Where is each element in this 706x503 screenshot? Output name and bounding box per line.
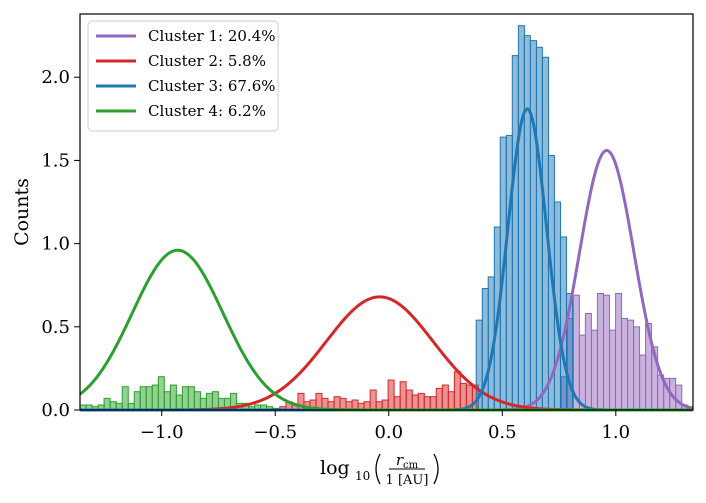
x-label-log-sub: 10 <box>355 469 370 483</box>
bar-cluster-3-8 <box>523 35 531 411</box>
bar-cluster-2-25 <box>429 396 437 411</box>
x-tick-label: 0.5 <box>488 422 517 443</box>
bar-cluster-2-30 <box>459 382 467 411</box>
bar-cluster-1-9 <box>615 293 623 411</box>
x-label-log: log <box>320 457 350 479</box>
bar-cluster-1-8 <box>608 329 616 411</box>
x-label-denominator: 1 [AU] <box>386 473 429 488</box>
legend-label-cluster-1: Cluster 1: 20.4% <box>148 27 276 45</box>
bar-cluster-2-18 <box>387 379 395 411</box>
y-tick-label: 0.5 <box>41 317 70 338</box>
bar-cluster-4-4 <box>103 397 111 411</box>
x-label-left-paren <box>375 453 381 485</box>
x-tick-label: 1.0 <box>601 422 630 443</box>
x-tick-label: −0.5 <box>253 422 297 443</box>
bar-cluster-2-9 <box>333 396 341 411</box>
bar-cluster-4-19 <box>193 391 201 411</box>
bar-cluster-2-22 <box>411 394 419 411</box>
legend-label-cluster-2: Cluster 2: 5.8% <box>148 52 266 70</box>
y-tick-label: 2.0 <box>41 67 70 88</box>
x-tick-label: −1.0 <box>140 422 184 443</box>
x-label-numerator: rcm <box>396 451 419 471</box>
bar-cluster-1-5 <box>591 329 599 411</box>
bar-cluster-3-5 <box>505 134 513 411</box>
bar-cluster-4-22 <box>211 391 219 411</box>
bar-cluster-4-11 <box>145 386 153 411</box>
bar-cluster-1-7 <box>603 294 611 411</box>
y-tick-label: 1.5 <box>41 150 70 171</box>
legend: Cluster 1: 20.4% Cluster 2: 5.8% Cluster 3… <box>87 20 279 132</box>
x-tick-label: 0.0 <box>374 422 403 443</box>
x-label-right-paren <box>433 453 439 485</box>
bar-cluster-2-15 <box>369 389 377 411</box>
plot-frame <box>79 13 694 411</box>
bar-cluster-2-27 <box>441 384 449 411</box>
bar-cluster-1-4 <box>584 313 592 411</box>
bar-cluster-4-21 <box>205 392 213 411</box>
bar-cluster-1-13 <box>639 354 647 411</box>
bar-cluster-2-28 <box>447 391 455 411</box>
bar-cluster-4-15 <box>169 384 177 411</box>
bar-cluster-2-20 <box>399 381 407 411</box>
bar-cluster-1-19 <box>675 384 683 411</box>
bar-cluster-2-21 <box>405 389 413 411</box>
bar-cluster-4-7 <box>121 386 129 411</box>
x-axis-label: log 10 rcm 1 [AU] <box>320 451 439 488</box>
legend-label-cluster-4: Cluster 4: 6.2% <box>148 102 266 120</box>
bar-cluster-1-6 <box>596 293 604 411</box>
bar-cluster-2-26 <box>435 387 443 411</box>
x-axis-ticks: −1.0 −0.5 0.0 0.5 1.0 <box>140 410 630 443</box>
y-tick-label: 1.0 <box>41 234 70 255</box>
bar-cluster-1-11 <box>627 319 635 411</box>
bar-cluster-4-14 <box>163 391 171 411</box>
bar-cluster-4-13 <box>157 376 165 411</box>
y-axis-ticks: 0.0 0.5 1.0 1.5 2.0 <box>41 67 80 421</box>
y-tick-label: 0.0 <box>41 400 70 421</box>
bar-cluster-4-16 <box>175 394 183 411</box>
bar-cluster-3-9 <box>529 40 537 411</box>
legend-label-cluster-3: Cluster 3: 67.6% <box>148 77 276 95</box>
bar-cluster-4-17 <box>181 386 189 411</box>
bar-cluster-3-6 <box>511 55 519 411</box>
bar-cluster-3-7 <box>517 25 525 411</box>
bar-cluster-4-18 <box>187 386 195 411</box>
legend-box <box>87 20 279 132</box>
bar-cluster-1-10 <box>620 317 628 411</box>
bar-cluster-3-10 <box>535 46 543 411</box>
bar-cluster-2-23 <box>417 392 425 411</box>
bar-cluster-1-3 <box>578 334 586 411</box>
bar-cluster-1-12 <box>633 326 641 411</box>
bar-cluster-2-29 <box>453 371 461 411</box>
histogram-bars <box>79 25 694 411</box>
bar-cluster-4-12 <box>151 384 159 411</box>
bar-cluster-4-10 <box>139 386 147 411</box>
y-axis-label: Counts <box>11 178 33 246</box>
bar-cluster-2-19 <box>393 396 401 411</box>
bar-cluster-2-24 <box>423 396 431 411</box>
bar-cluster-4-9 <box>133 391 141 411</box>
